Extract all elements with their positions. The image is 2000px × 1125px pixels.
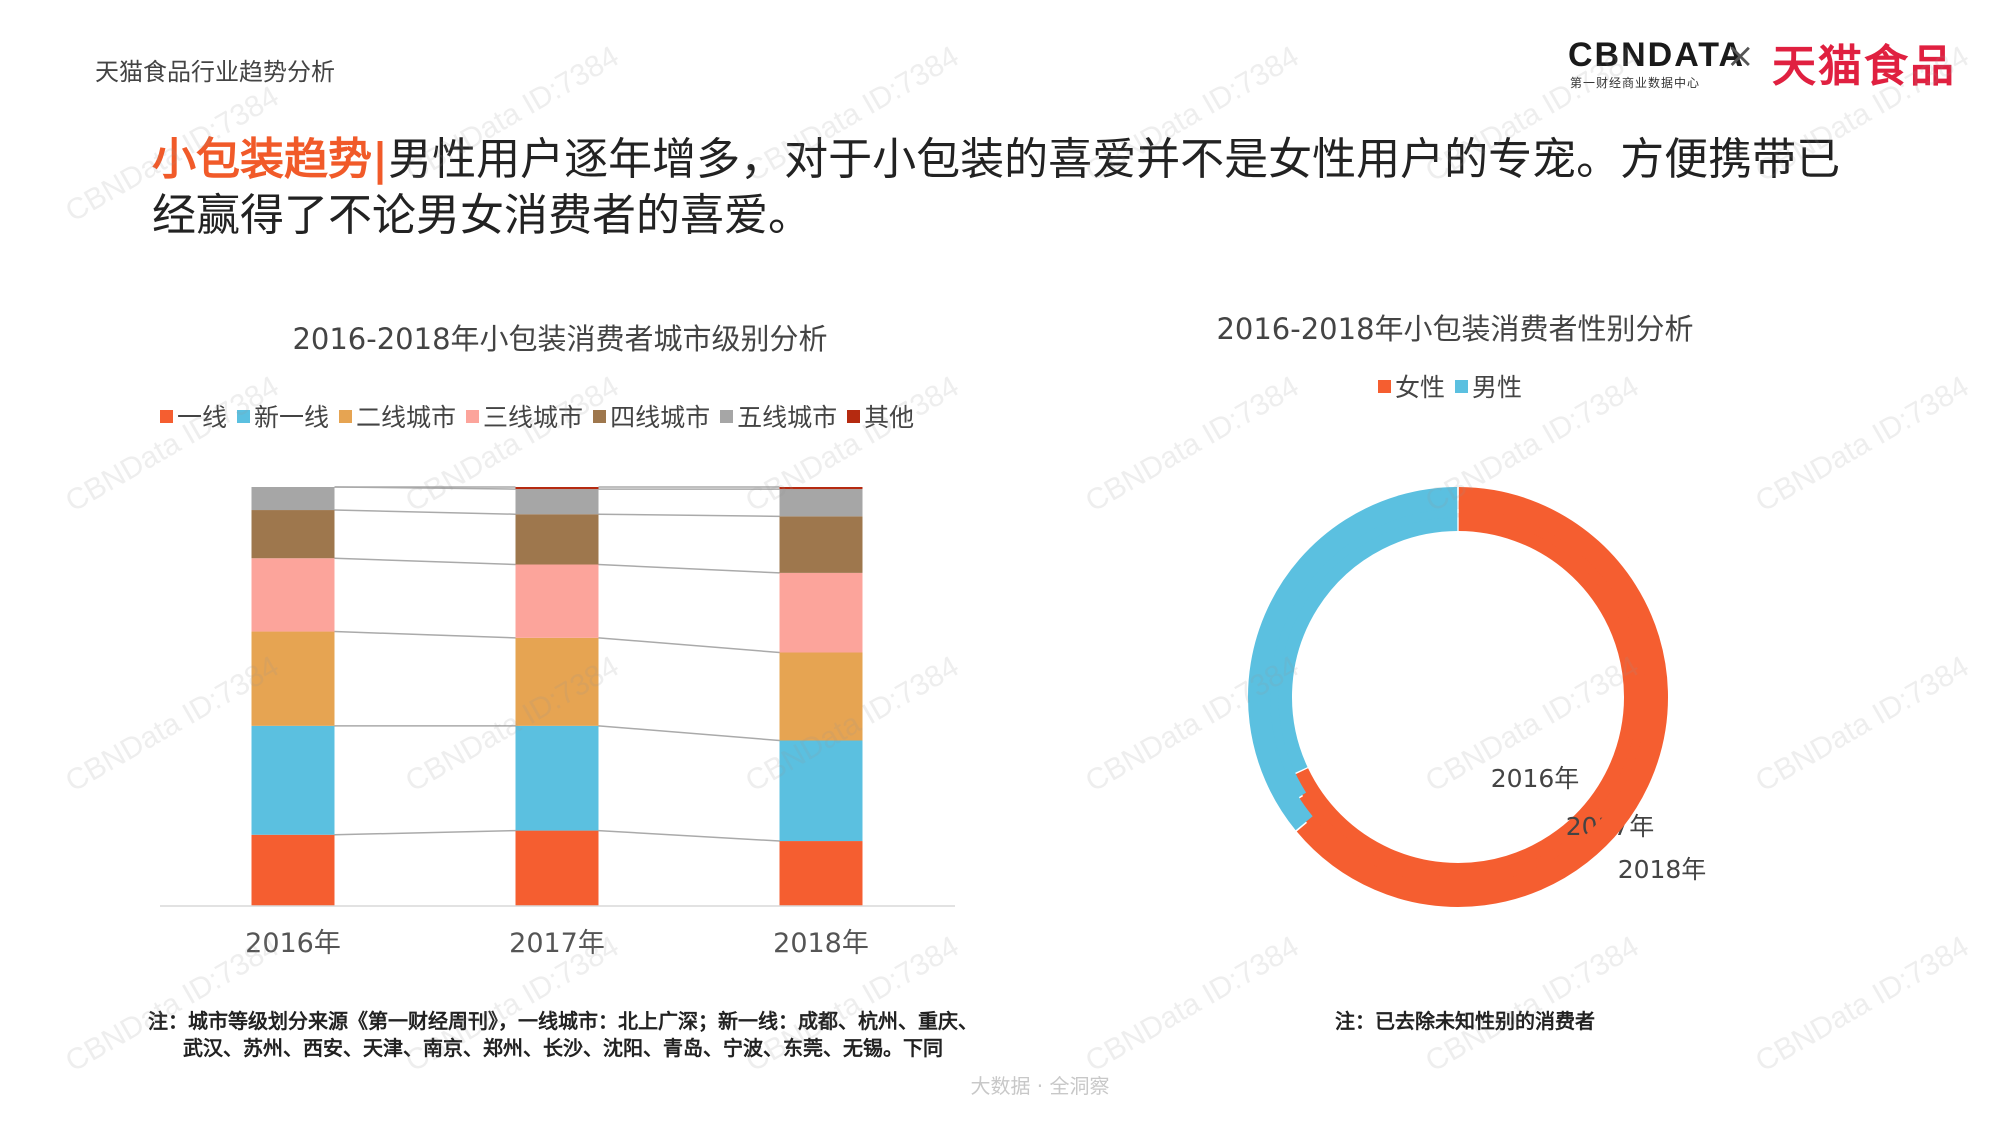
headline-text: 男性用户逐年增多，对于小包装的喜爱并不是女性用户的专宠。方便携带已经赢得了不论男… — [152, 134, 1841, 241]
legend-swatch — [1455, 379, 1469, 393]
tmall-food-logo: 天猫食品 — [1772, 41, 1956, 92]
legend-label: 一线 — [177, 403, 228, 432]
legend-label: 新一线 — [254, 403, 330, 432]
bar-segment — [251, 631, 335, 726]
bar-segment — [251, 834, 335, 906]
legend-label: 女性 — [1395, 373, 1446, 402]
donut-slice — [1291, 513, 1642, 881]
footer-slogan: 大数据 · 全洞察 — [970, 1074, 1110, 1098]
legend-label: 二线城市 — [356, 403, 457, 432]
series-connector-line — [598, 725, 780, 742]
cbndata-logo: CBNDATA — [1568, 36, 1746, 74]
bar-legend-item: 三线城市 — [466, 398, 583, 434]
bar-segment — [779, 841, 863, 906]
series-connector-line — [598, 563, 780, 574]
bar-legend-item: 四线城市 — [593, 398, 710, 434]
series-connector-line — [334, 630, 516, 639]
bar-segment — [515, 637, 599, 726]
series-connector-line — [334, 829, 516, 836]
bar-legend-item: 新一线 — [237, 398, 329, 434]
bar-chart-legend: 一线 新一线 二线城市 三线城市 四线城市 五线城市 其他 — [160, 398, 924, 434]
legend-label: 五线城市 — [737, 403, 838, 432]
legend-swatch — [1378, 379, 1391, 393]
bar-segment — [515, 514, 599, 565]
bar-segment — [515, 564, 599, 638]
x-tick-label: 2016年 — [245, 928, 341, 959]
legend-swatch — [466, 409, 480, 423]
series-connector-line — [598, 637, 780, 654]
legend-swatch — [237, 409, 251, 423]
bar-chart-title: 2016-2018年小包装消费者城市级别分析 — [292, 322, 828, 356]
series-connector-line — [598, 829, 780, 842]
headline-highlight: 小包装趋势| — [152, 134, 389, 185]
bar-segment — [515, 487, 599, 490]
donut-ring-label: 2016年 — [1491, 764, 1580, 793]
legend-swatch — [160, 409, 173, 423]
donut-slice — [1296, 487, 1668, 907]
legend-label: 三线城市 — [483, 403, 584, 432]
donut-slice — [1248, 487, 1458, 831]
legend-swatch — [339, 409, 353, 423]
legend-label: 男性 — [1472, 373, 1523, 402]
donut-chart-title: 2016-2018年小包装消费者性别分析 — [1216, 312, 1694, 346]
bar-segment — [251, 725, 335, 835]
legend-swatch — [720, 409, 734, 423]
bar-segment — [515, 830, 599, 906]
page-label: 天猫食品行业趋势分析 — [95, 58, 335, 86]
legend-swatch — [593, 409, 607, 423]
logo-separator: × — [1726, 36, 1755, 76]
bar-legend-item: 其他 — [847, 398, 914, 434]
legend-label: 其他 — [864, 403, 915, 432]
bar-legend-item: 五线城市 — [720, 398, 837, 434]
bar-segment — [779, 652, 863, 741]
donut-chart-note: 注：已去除未知性别的消费者 — [1335, 1009, 1595, 1033]
bar-segment — [779, 572, 863, 653]
legend-label: 四线城市 — [610, 403, 711, 432]
bar-segment — [779, 516, 863, 573]
bar-chart-note: 注：城市等级划分来源《第一财经周刊》，一线城市：北上广深；新一线：成都、杭州、重… — [148, 1009, 978, 1060]
bar-legend-item: 一线 — [160, 398, 227, 434]
bar-legend-item: 二线城市 — [339, 398, 456, 434]
bar-segment — [251, 487, 335, 511]
headline: 小包装趋势|男性用户逐年增多，对于小包装的喜爱并不是女性用户的专宠。方便携带已经… — [152, 132, 1852, 244]
bar-segment — [779, 487, 863, 490]
cbndata-logo-subtitle: 第一财经商业数据中心 — [1570, 76, 1701, 90]
x-tick-label: 2017年 — [509, 928, 605, 959]
x-tick-label: 2018年 — [773, 928, 869, 959]
bar-segment — [251, 558, 335, 632]
bar-segment — [515, 725, 599, 831]
donut-chart-legend: 女性 男性 — [1378, 368, 1532, 404]
bar-segment — [515, 489, 599, 515]
series-connector-line — [598, 513, 780, 518]
series-connector-line — [334, 557, 516, 566]
donut-legend-item: 女性 — [1378, 368, 1445, 404]
bar-segment — [779, 740, 863, 842]
donut-ring-label: 2018年 — [1618, 855, 1707, 884]
bar-segment — [779, 489, 863, 517]
donut-slice — [1261, 500, 1458, 802]
legend-swatch — [847, 409, 861, 423]
series-connector-line — [334, 509, 516, 515]
donut-legend-item: 男性 — [1455, 368, 1522, 404]
donut-slice — [1274, 513, 1458, 775]
donut-slice — [1292, 500, 1655, 894]
bar-segment — [251, 510, 335, 559]
